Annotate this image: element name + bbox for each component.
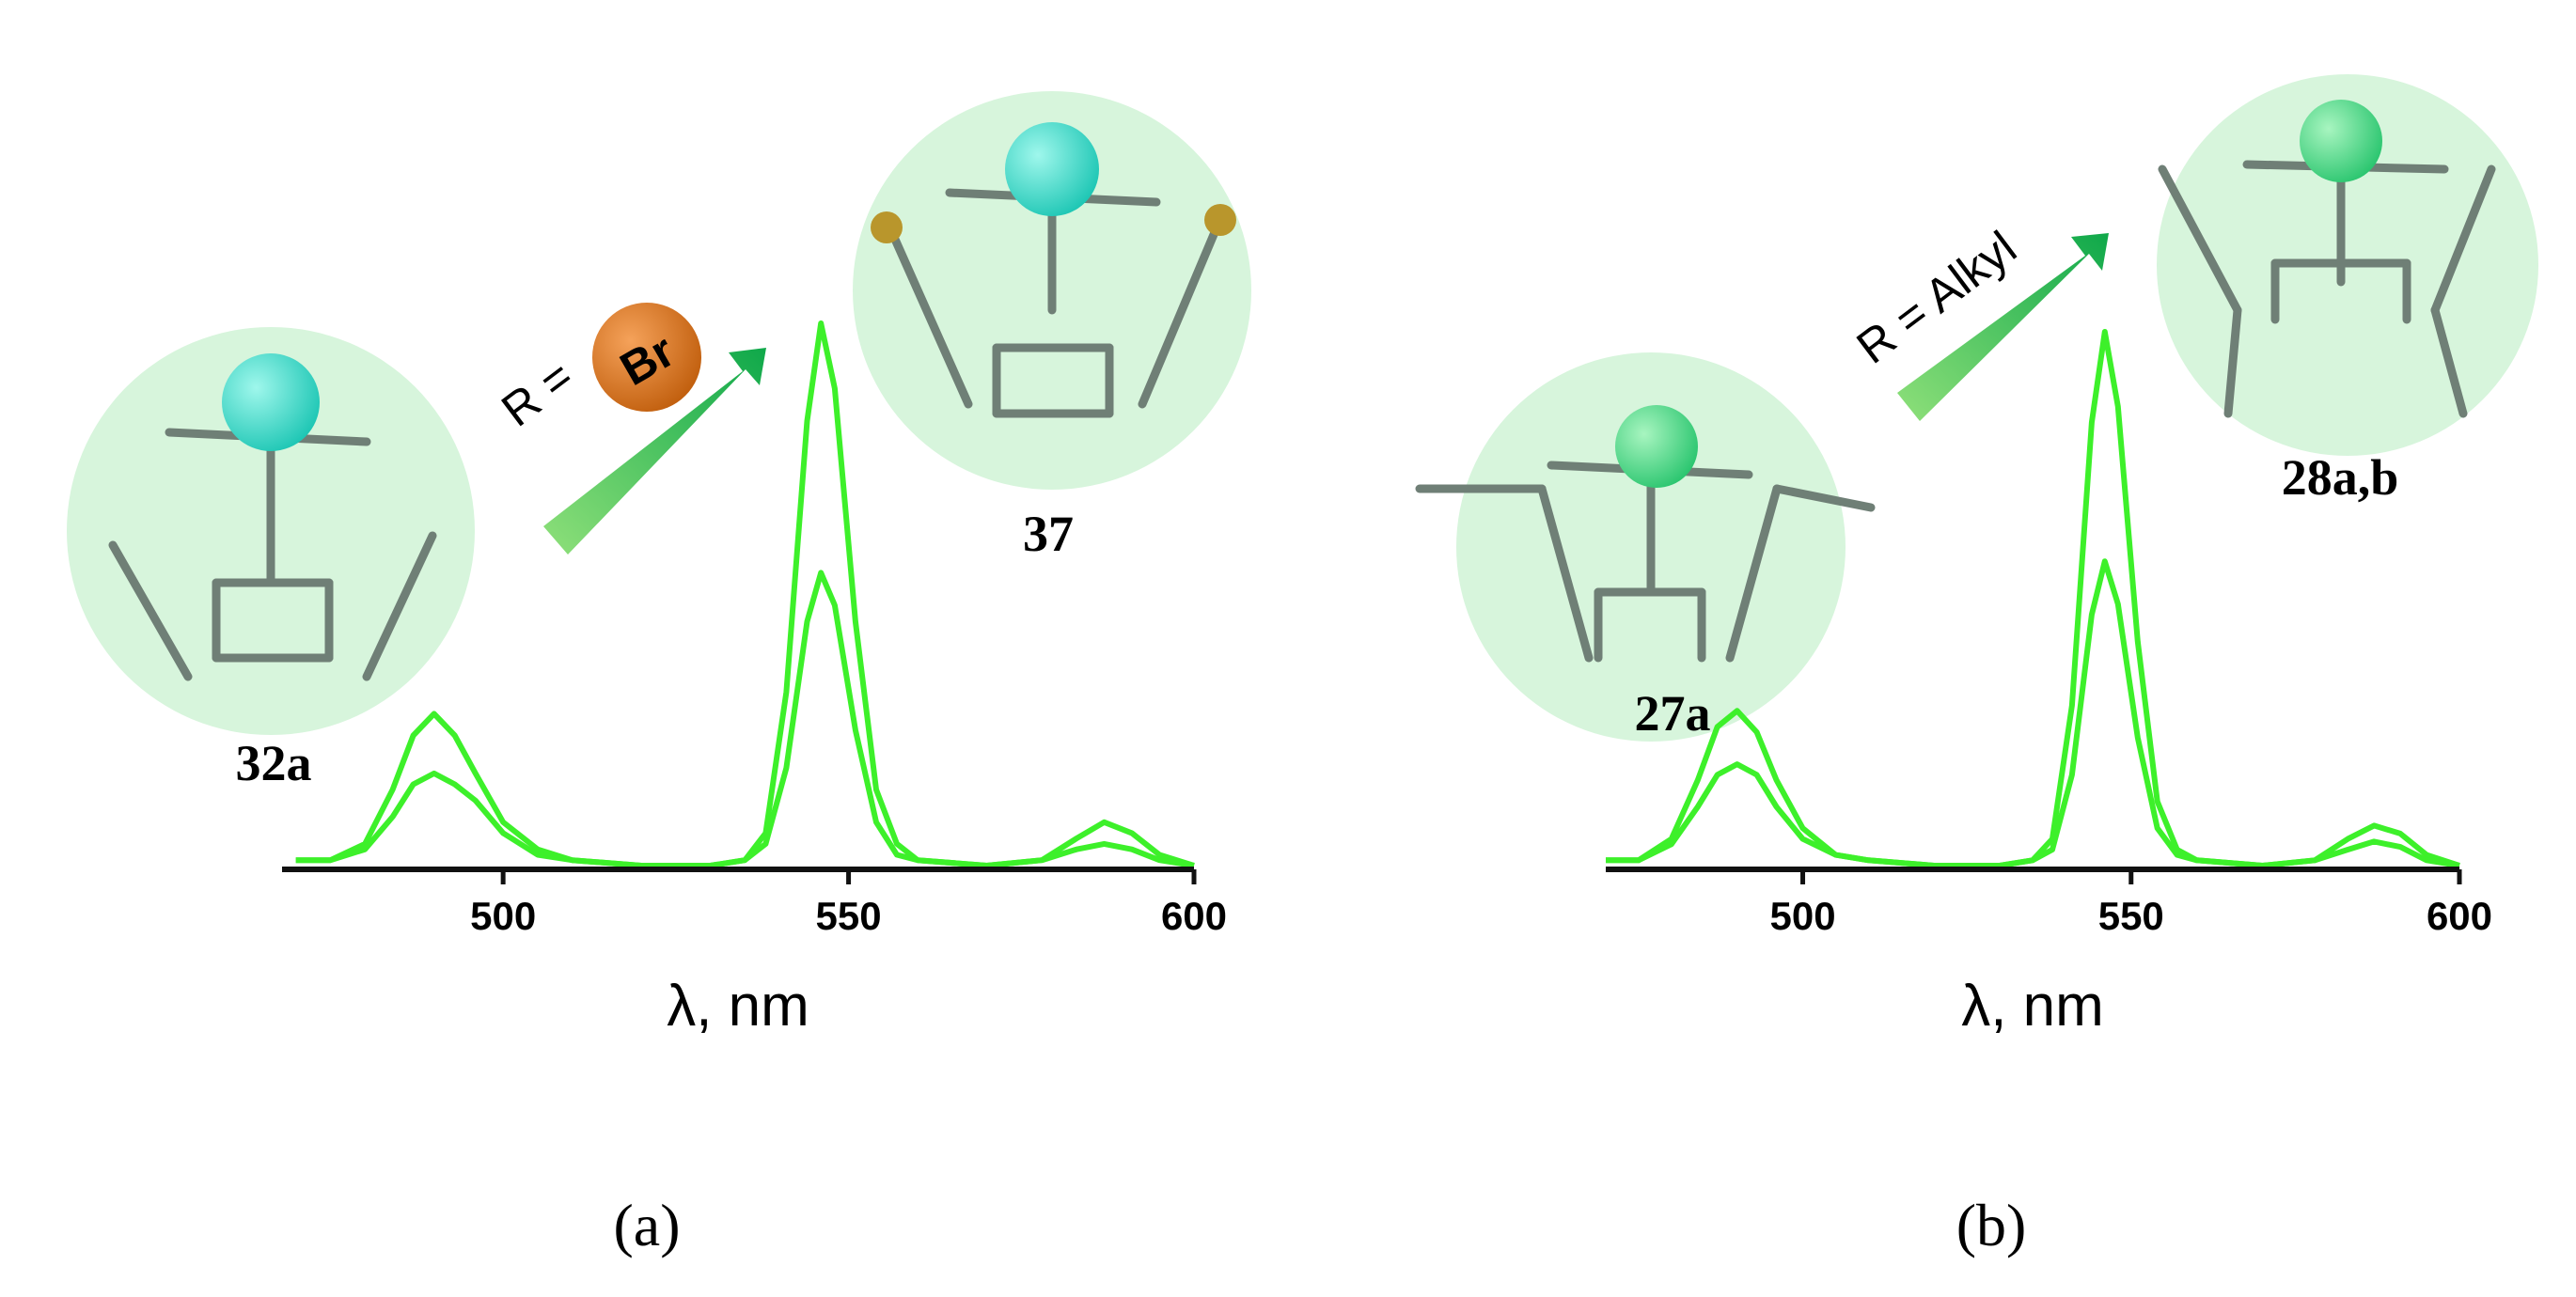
spectrum-line [1606, 558, 2460, 868]
panel-label: (a) [613, 1192, 680, 1258]
spectrum-line [295, 570, 1195, 868]
substituent-label: R = Alkyl [1847, 221, 2026, 374]
bromine-ball [592, 303, 701, 412]
molecule-27a [1415, 352, 1876, 742]
x-tick-label: 600 [1161, 894, 1227, 938]
arrow [543, 348, 766, 555]
x-tick-label: 500 [1769, 894, 1835, 938]
compound-label: 37 [1023, 506, 1074, 562]
compound-label: 27a [1635, 685, 1711, 742]
panel-label: (b) [1956, 1192, 2027, 1258]
x-tick-label: 550 [816, 894, 882, 938]
x-tick-label: 500 [470, 894, 536, 938]
compound-label: 28a,b [2282, 449, 2399, 506]
x-tick-label: 600 [2427, 894, 2492, 938]
arrow [1897, 233, 2109, 421]
compound-label: 32a [236, 735, 312, 791]
molecule-32a [67, 327, 475, 735]
molecule-37 [853, 91, 1251, 490]
substituent-label: R = [492, 350, 583, 436]
x-axis-label: λ, nm [667, 974, 809, 1039]
x-axis-label: λ, nm [1961, 974, 2104, 1039]
molecule-28ab [2157, 74, 2538, 456]
x-tick-label: 550 [2098, 894, 2164, 938]
